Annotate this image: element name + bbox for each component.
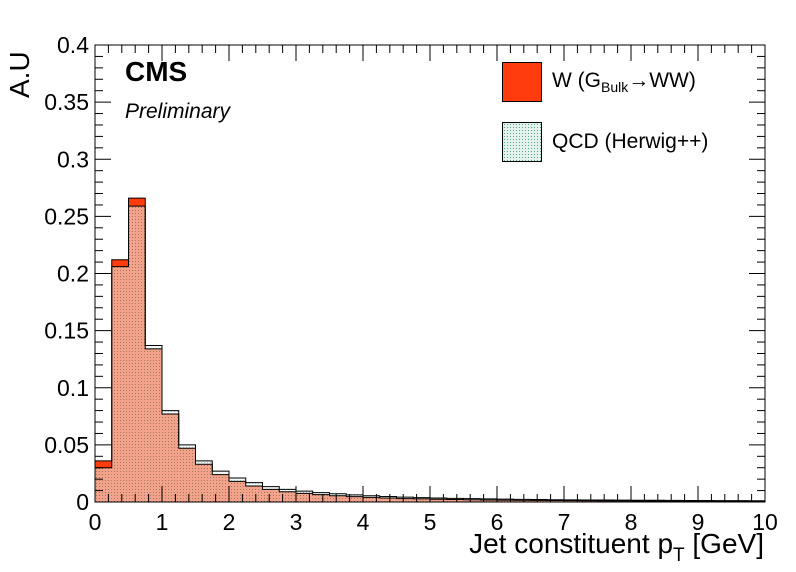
- qcd-bar: [178, 444, 196, 502]
- qcd-bar: [480, 498, 497, 502]
- qcd-bar: [446, 498, 464, 502]
- qcd-bar: [145, 345, 162, 502]
- qcd-bar: [312, 492, 330, 502]
- legend-swatch-qcd: [502, 122, 542, 162]
- legend-swatch-w: [502, 62, 542, 102]
- x-tick-label: 2: [223, 509, 236, 535]
- x-axis-label: Jet constituent pT [GeV]: [469, 528, 764, 566]
- x-tick-label: 3: [290, 509, 303, 535]
- x-tick-label: 4: [357, 509, 370, 535]
- y-tick-label: 0.4: [57, 32, 89, 58]
- x-tick-label: 10: [752, 509, 778, 535]
- axis-ticks: [94, 44, 766, 503]
- qcd-bar: [396, 497, 414, 502]
- legend-label-qcd: QCD (Herwig++): [552, 130, 709, 153]
- series-qcd-bars: [95, 206, 765, 502]
- qcd-bar: [212, 471, 229, 502]
- legend-label-w: W (GBulk→WW): [552, 68, 696, 96]
- legend-item-qcd: QCD (Herwig++): [502, 122, 708, 162]
- qcd-bar: [262, 486, 280, 502]
- qcd-bar: [245, 482, 263, 502]
- y-tick-label: 0.05: [44, 432, 89, 458]
- qcd-bar: [346, 494, 363, 502]
- x-tick-label: 1: [156, 509, 169, 535]
- experiment-label: CMS: [125, 56, 188, 87]
- y-tick-label: 0.2: [57, 261, 89, 287]
- x-tick-label: 6: [491, 509, 504, 535]
- qcd-bar: [363, 495, 380, 502]
- qcd-bar: [279, 489, 296, 502]
- y-tick-label: 0.15: [44, 318, 89, 344]
- y-tick-label: 0.3: [57, 146, 89, 172]
- y-axis-label: A.U: [4, 51, 35, 98]
- qcd-bar: [162, 410, 179, 502]
- y-tick-label: 0.1: [57, 375, 89, 401]
- qcd-bar: [111, 266, 129, 502]
- y-tick-label: 0.25: [44, 203, 89, 229]
- qcd-bar: [95, 467, 112, 502]
- axis-tick-labels: 0 1 2 3 4 5 6 7 8 9 10 0 0.05 0.1 0.15 0.2 0.25 0.3 0.35 0.…: [44, 32, 778, 535]
- qcd-bar: [379, 496, 397, 502]
- x-tick-label: 9: [692, 509, 705, 535]
- x-tick-label: 8: [625, 509, 638, 535]
- x-tick-label: 5: [424, 509, 437, 535]
- status-label: Preliminary: [125, 100, 231, 123]
- x-tick-label: 7: [558, 509, 571, 535]
- x-tick-label: 0: [89, 509, 102, 535]
- qcd-bar: [413, 497, 430, 502]
- y-tick-label: 0: [76, 489, 89, 515]
- qcd-bar: [195, 460, 213, 502]
- qcd-bar: [430, 498, 447, 502]
- qcd-bar: [463, 498, 481, 502]
- y-tick-label: 0.35: [44, 89, 89, 115]
- qcd-bar: [329, 493, 347, 502]
- qcd-bar: [229, 478, 246, 502]
- qcd-bar: [128, 206, 146, 502]
- series-qcd-outline: [94, 205, 766, 502]
- legend-item-w: W (GBulk→WW): [502, 62, 696, 102]
- qcd-bar: [296, 491, 313, 502]
